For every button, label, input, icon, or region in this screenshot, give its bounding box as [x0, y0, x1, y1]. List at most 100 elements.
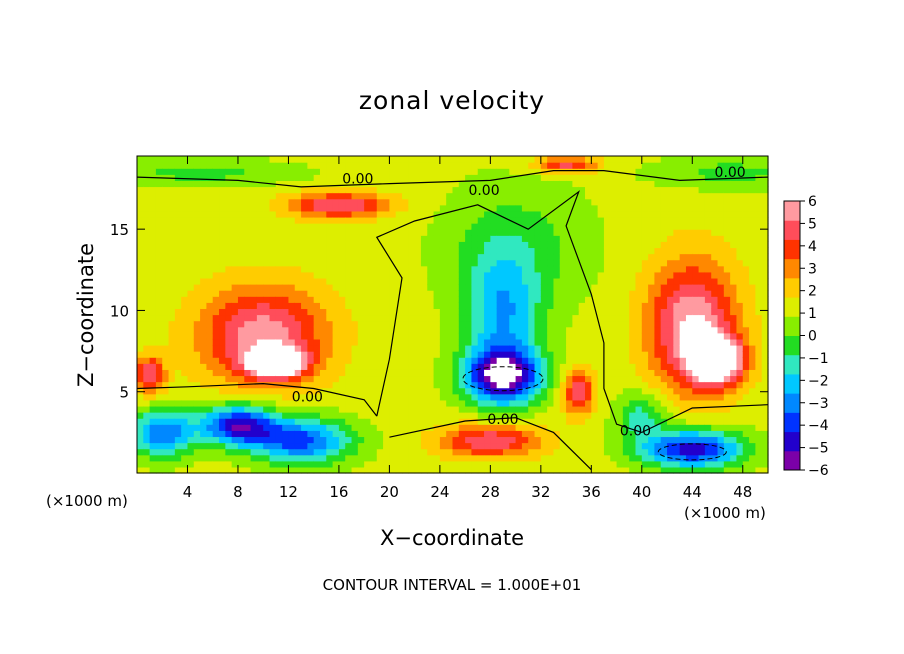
- heatmap-cell: [137, 296, 144, 303]
- heatmap-cell: [711, 210, 719, 218]
- heatmap-cell: [528, 405, 536, 413]
- heatmap-cell: [282, 168, 290, 175]
- heatmap-cell: [566, 351, 573, 358]
- heatmap-cell: [420, 381, 428, 389]
- heatmap-cell: [484, 284, 491, 291]
- heatmap-cell: [181, 405, 189, 413]
- heatmap-cell: [597, 235, 605, 242]
- heatmap-cell: [307, 430, 315, 438]
- heatmap-cell: [187, 460, 195, 468]
- heatmap-cell: [572, 210, 580, 218]
- heatmap-cell: [420, 320, 428, 328]
- heatmap-cell: [326, 290, 334, 297]
- heatmap-cell: [338, 216, 346, 224]
- heatmap-cell: [534, 375, 542, 383]
- heatmap-cell: [641, 375, 649, 383]
- heatmap-cell: [332, 253, 340, 261]
- heatmap-cell: [370, 344, 378, 352]
- heatmap-cell: [402, 198, 409, 206]
- heatmap-cell: [225, 204, 233, 212]
- heatmap-cell: [200, 405, 208, 413]
- heatmap-cell: [458, 369, 466, 377]
- heatmap-cell: [149, 357, 157, 364]
- heatmap-cell: [540, 296, 548, 303]
- heatmap-cell: [237, 296, 245, 303]
- heatmap-cell: [155, 405, 163, 413]
- heatmap-cell: [408, 369, 416, 377]
- heatmap-cell: [534, 265, 542, 273]
- heatmap-cell: [654, 320, 662, 328]
- heatmap-cell: [597, 338, 605, 346]
- heatmap-cell: [168, 314, 176, 322]
- heatmap-cell: [660, 229, 668, 236]
- heatmap-cell: [338, 344, 346, 352]
- heatmap-cell: [692, 296, 700, 303]
- heatmap-cell: [585, 277, 592, 285]
- heatmap-cell: [446, 302, 454, 310]
- heatmap-cell: [597, 162, 605, 169]
- heatmap-cell: [149, 296, 157, 303]
- heatmap-cell: [250, 424, 258, 431]
- heatmap-cell: [521, 180, 529, 188]
- heatmap-cell: [603, 351, 611, 358]
- heatmap-cell: [654, 223, 662, 230]
- heatmap-cell: [717, 253, 725, 261]
- heatmap-cell: [357, 320, 365, 328]
- heatmap-cell: [635, 436, 643, 444]
- heatmap-cell: [534, 210, 542, 218]
- heatmap-cell: [174, 375, 182, 383]
- heatmap-cell: [193, 412, 201, 419]
- heatmap-cell: [610, 198, 618, 206]
- heatmap-cell: [301, 314, 308, 322]
- heatmap-cell: [458, 320, 466, 328]
- heatmap-cell: [200, 338, 208, 346]
- heatmap-cell: [389, 241, 397, 249]
- heatmap-cell: [566, 338, 573, 346]
- heatmap-cell: [408, 180, 416, 188]
- heatmap-cell: [603, 253, 611, 261]
- heatmap-cell: [200, 363, 208, 370]
- heatmap-cell: [616, 381, 624, 389]
- heatmap-cell: [420, 405, 428, 413]
- heatmap-cell: [181, 186, 189, 194]
- heatmap-cell: [622, 369, 630, 377]
- heatmap-cell: [250, 277, 258, 285]
- heatmap-cell: [301, 442, 308, 450]
- heatmap-cell: [282, 460, 290, 468]
- heatmap-cell: [540, 351, 548, 358]
- heatmap-cell: [490, 369, 498, 377]
- heatmap-cell: [471, 320, 479, 328]
- heatmap-cell: [667, 351, 674, 358]
- heatmap-cell: [730, 192, 738, 200]
- heatmap-cell: [439, 375, 447, 383]
- heatmap-cell: [376, 192, 384, 200]
- heatmap-cell: [585, 271, 592, 279]
- heatmap-cell: [345, 338, 353, 346]
- heatmap-cell: [174, 284, 182, 291]
- heatmap-cell: [174, 296, 182, 303]
- heatmap-cell: [566, 241, 573, 249]
- heatmap-cell: [174, 290, 182, 297]
- heatmap-cell: [471, 430, 479, 438]
- heatmap-cell: [490, 204, 498, 212]
- heatmap-cell: [477, 448, 485, 456]
- heatmap-cell: [313, 210, 321, 218]
- heatmap-cell: [345, 424, 353, 431]
- heatmap-cell: [641, 344, 649, 352]
- heatmap-cell: [338, 430, 346, 438]
- heatmap-cell: [698, 357, 706, 364]
- heatmap-cell: [370, 369, 378, 377]
- heatmap-cell: [692, 399, 700, 407]
- heatmap-cell: [446, 418, 454, 425]
- heatmap-cell: [326, 168, 334, 175]
- heatmap-cell: [408, 198, 416, 206]
- heatmap-cell: [692, 442, 700, 450]
- heatmap-cell: [294, 344, 302, 352]
- heatmap-cell: [244, 393, 252, 401]
- heatmap-cell: [231, 393, 239, 401]
- heatmap-cell: [237, 210, 245, 218]
- heatmap-cell: [610, 442, 618, 450]
- heatmap-cell: [610, 162, 618, 169]
- heatmap-cell: [496, 393, 504, 401]
- heatmap-cell: [181, 290, 189, 297]
